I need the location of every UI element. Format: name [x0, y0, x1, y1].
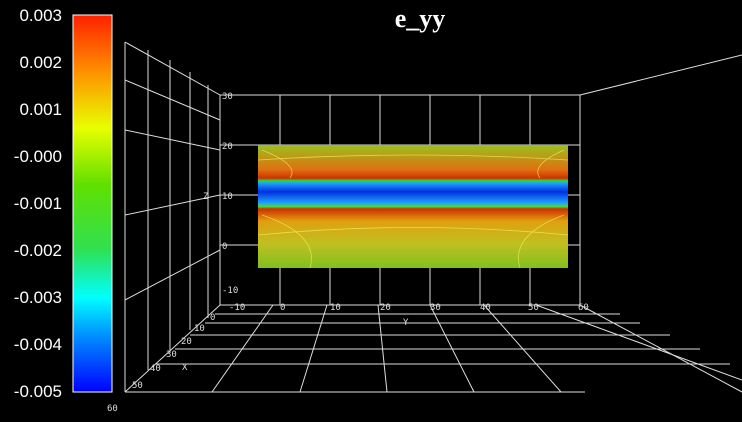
y-tick: -10	[229, 303, 245, 313]
colorbar-tick: 0.002	[19, 53, 62, 72]
y-tick: 40	[480, 303, 491, 313]
y-tick: 30	[430, 303, 441, 313]
chart-title: e_yy	[394, 4, 446, 33]
x-tick: 0	[210, 313, 215, 323]
y-tick: 20	[380, 303, 391, 313]
z-tick: 0	[222, 242, 227, 252]
z-tick: 30	[222, 92, 233, 102]
y-tick: 10	[330, 303, 341, 313]
colorbar-tick: -0.001	[13, 194, 62, 213]
z-tick: -10	[222, 286, 238, 296]
z-axis-label: Z	[203, 192, 209, 202]
y-tick: 50	[528, 303, 539, 313]
colorbar-tick: 0.003	[19, 6, 62, 25]
colorbar-tick: -0.005	[13, 382, 62, 401]
x-tick: 10	[194, 324, 205, 334]
colorbar-tick: -0.002	[13, 241, 62, 260]
x-tick: 50	[132, 381, 143, 391]
y-tick: 60	[578, 303, 589, 313]
x-axis-label: X	[182, 363, 188, 373]
x-tick: 40	[150, 364, 161, 374]
colorbar	[72, 14, 113, 393]
contour-lines	[257, 149, 569, 269]
x-tick: 30	[166, 350, 177, 360]
colorbar-tick: -0.003	[13, 288, 62, 307]
x-tick: 20	[181, 337, 192, 347]
colorbar-tick: -0.004	[13, 335, 62, 354]
z-tick: 10	[222, 192, 233, 202]
y-axis-label: Y	[403, 318, 409, 328]
colorbar-tick: -0.000	[13, 147, 62, 166]
z-tick: 20	[222, 142, 233, 152]
colorbar-tick: 0.001	[19, 100, 62, 119]
y-tick: 0	[280, 303, 285, 313]
contour-field	[258, 145, 568, 268]
colorbar-extra-label: 60	[107, 404, 118, 414]
